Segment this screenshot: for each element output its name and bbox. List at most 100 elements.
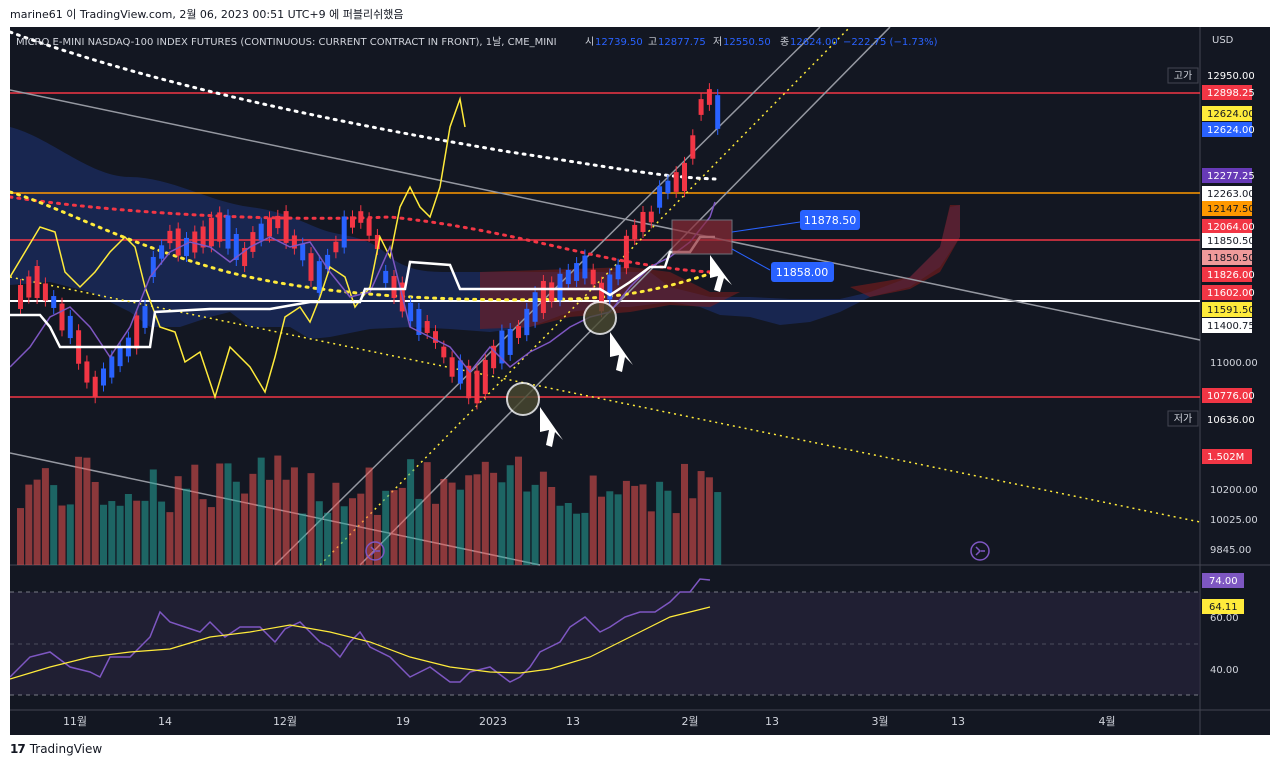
price-tag-text: 11826.00 (1207, 270, 1255, 281)
time-label: 13 (566, 715, 580, 728)
legend-close-label: 종 (780, 36, 789, 48)
candle-body (258, 223, 264, 241)
price-tag (1202, 388, 1252, 403)
high-tag (1167, 67, 1199, 84)
volume-bars (17, 455, 722, 565)
price-tag (1202, 412, 1252, 427)
candle-body (84, 361, 90, 383)
candle-body (200, 226, 206, 248)
oscillator-tick-label: 60.00 (1210, 613, 1239, 624)
price-tag (1202, 302, 1252, 317)
candle-body (433, 331, 438, 343)
candle-body (665, 180, 671, 194)
candle-body (366, 218, 372, 236)
candle-body (250, 232, 256, 252)
volume-bar (75, 456, 83, 565)
volume-bar (581, 512, 589, 565)
volume-bar (365, 467, 373, 565)
marker-circle-lower[interactable] (506, 382, 540, 416)
candle-body (67, 315, 73, 339)
chart-canvas[interactable]: 11878.50 11858.00 MICRO E-MINI NASDAQ-10… (10, 27, 1270, 735)
volume-bar (124, 493, 132, 565)
candle-body (242, 247, 248, 267)
arrow-right-icon (370, 546, 380, 556)
candle-body (333, 241, 339, 253)
volume-bar (564, 502, 572, 565)
candle-body (690, 135, 696, 159)
time-label: 2023 (479, 715, 507, 728)
oscillator-tags: 74.00 64.11 (1202, 573, 1244, 614)
time-label: 19 (396, 715, 410, 728)
candle-body (507, 329, 513, 355)
tradingview-logo[interactable]: 17 TradingView (10, 742, 102, 756)
event-marker-icon[interactable] (970, 541, 990, 561)
price-tag-text: 11591.50 (1207, 305, 1255, 316)
price-tag (1202, 168, 1252, 183)
price-tag (1202, 219, 1252, 234)
candle-body (341, 216, 347, 248)
marker-circle-upper[interactable] (583, 301, 617, 335)
event-marker-icon[interactable] (365, 541, 385, 561)
legend-close-value: 12624.00 (790, 37, 838, 48)
volume-bar (274, 455, 282, 565)
volume-bar (664, 490, 672, 565)
candle-body (557, 273, 563, 301)
candle-body (34, 266, 40, 298)
low-tag-label: 저가 (1174, 413, 1192, 425)
candle-body (549, 282, 555, 302)
dotted-yellow-descending[interactable] (10, 276, 1201, 523)
candle-body (225, 215, 231, 249)
volume-bar (573, 513, 581, 565)
candle-body (524, 308, 530, 336)
candle-body (408, 302, 414, 322)
descending-trendline[interactable] (10, 89, 1201, 341)
channel-line-lower[interactable] (359, 27, 891, 566)
volume-bar (639, 484, 647, 565)
candle-body (383, 270, 389, 284)
volume-bar (83, 457, 91, 565)
price-tag (1202, 186, 1252, 201)
candle-body (474, 370, 480, 404)
candle-body (391, 276, 397, 298)
candle-body (441, 346, 447, 358)
price-tag (1202, 285, 1252, 300)
candle-body (283, 211, 289, 243)
candle-body (532, 292, 538, 322)
rsi-signal-line (10, 606, 711, 680)
price-tag-text: 11850.50 (1207, 253, 1255, 264)
candle-body (491, 345, 497, 369)
callout-upper[interactable] (800, 210, 860, 230)
highlight-zone[interactable] (671, 219, 733, 255)
volume-bar (531, 484, 539, 565)
candle-body (291, 235, 297, 249)
volume-tag-text: 1.502M (1207, 452, 1244, 463)
volume-bar (340, 506, 348, 565)
volume-bar (556, 505, 564, 565)
price-tag-text: 11602.00 (1207, 288, 1255, 299)
candle-body (175, 228, 181, 256)
candle-body (325, 254, 331, 270)
volume-bar (100, 504, 107, 565)
volume-bar (423, 462, 431, 565)
time-label: 3월 (871, 715, 888, 728)
candle-body (92, 376, 98, 398)
volume-bar (17, 508, 24, 565)
candle-body (184, 237, 189, 257)
price-tag (1202, 318, 1252, 333)
candle-body (607, 274, 613, 300)
price-tag (1202, 106, 1252, 121)
volume-bar (224, 463, 232, 565)
legend-change: −222.75 (−1.73%) (843, 37, 938, 48)
candle-body (117, 347, 123, 367)
volume-bar (622, 480, 630, 565)
legend-open-value: 12739.50 (595, 37, 643, 48)
callout-lower[interactable] (771, 262, 834, 282)
price-tag-text: 12950.00 (1207, 71, 1255, 82)
candle-body (101, 368, 106, 386)
oscillator-ticks: 60.00 40.00 (1210, 613, 1239, 676)
oscillator-tick-label: 40.00 (1210, 665, 1239, 676)
price-tag-text: 11400.75 (1207, 321, 1255, 332)
price-tag-text: 12147.50 (1207, 204, 1255, 215)
volume-bar (705, 477, 713, 565)
candle-body (706, 89, 712, 105)
